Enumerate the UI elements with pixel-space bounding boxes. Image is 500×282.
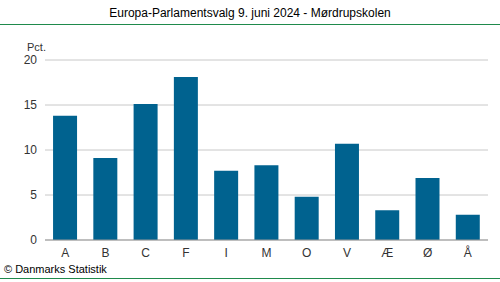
svg-text:V: V bbox=[343, 246, 351, 260]
html-text:Pct.: Pct. bbox=[27, 41, 46, 53]
svg-text:Ø: Ø bbox=[423, 246, 432, 260]
svg-text:F: F bbox=[182, 246, 189, 260]
html-text:© Danmarks Statistik: © Danmarks Statistik bbox=[4, 263, 107, 275]
svg-text:O: O bbox=[302, 246, 311, 260]
svg-text:I: I bbox=[225, 246, 228, 260]
svg-text:A: A bbox=[61, 246, 69, 260]
svg-text:5: 5 bbox=[30, 188, 37, 202]
svg-text:M: M bbox=[262, 246, 272, 260]
svg-text:Å: Å bbox=[464, 245, 472, 260]
svg-text:20: 20 bbox=[24, 53, 38, 67]
svg-text:10: 10 bbox=[24, 143, 38, 157]
svg-text:Æ: Æ bbox=[381, 246, 393, 260]
html-text:Europa-Parlamentsvalg 9. juni: Europa-Parlamentsvalg 9. juni 2024 - Mør… bbox=[109, 6, 391, 20]
svg-text:0: 0 bbox=[30, 233, 37, 247]
svg-text:B: B bbox=[101, 246, 109, 260]
svg-text:15: 15 bbox=[24, 98, 38, 112]
svg-text:C: C bbox=[141, 246, 150, 260]
